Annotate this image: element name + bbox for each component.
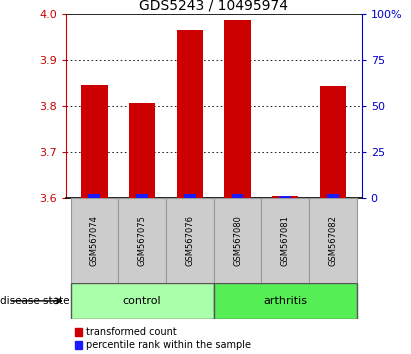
Bar	[320, 86, 346, 198]
Text: GSM567080: GSM567080	[233, 215, 242, 266]
Text: disease state: disease state	[0, 296, 73, 306]
Text: arthritis: arthritis	[263, 296, 307, 306]
Bar	[309, 198, 357, 283]
Bar	[214, 283, 357, 319]
Text: GSM567081: GSM567081	[281, 215, 290, 266]
Bar	[214, 198, 261, 283]
Bar	[224, 20, 251, 198]
Bar	[232, 194, 243, 198]
Title: GDS5243 / 10495974: GDS5243 / 10495974	[139, 0, 288, 13]
Bar	[71, 198, 118, 283]
Text: GSM567082: GSM567082	[328, 215, 337, 266]
Bar	[71, 283, 214, 319]
Text: GSM567075: GSM567075	[138, 215, 147, 266]
Legend: transformed count, percentile rank within the sample: transformed count, percentile rank withi…	[71, 324, 255, 354]
Bar	[88, 194, 100, 198]
Text: control: control	[123, 296, 162, 306]
Bar	[272, 196, 298, 198]
Bar	[184, 194, 196, 198]
Text: GSM567076: GSM567076	[185, 215, 194, 266]
Bar	[327, 194, 339, 198]
Bar	[261, 198, 309, 283]
Text: GSM567074: GSM567074	[90, 215, 99, 266]
Bar	[129, 103, 155, 198]
Bar	[136, 194, 148, 198]
Bar	[166, 198, 214, 283]
Bar	[81, 85, 108, 198]
Bar	[177, 30, 203, 198]
Bar	[279, 196, 291, 198]
Bar	[118, 198, 166, 283]
